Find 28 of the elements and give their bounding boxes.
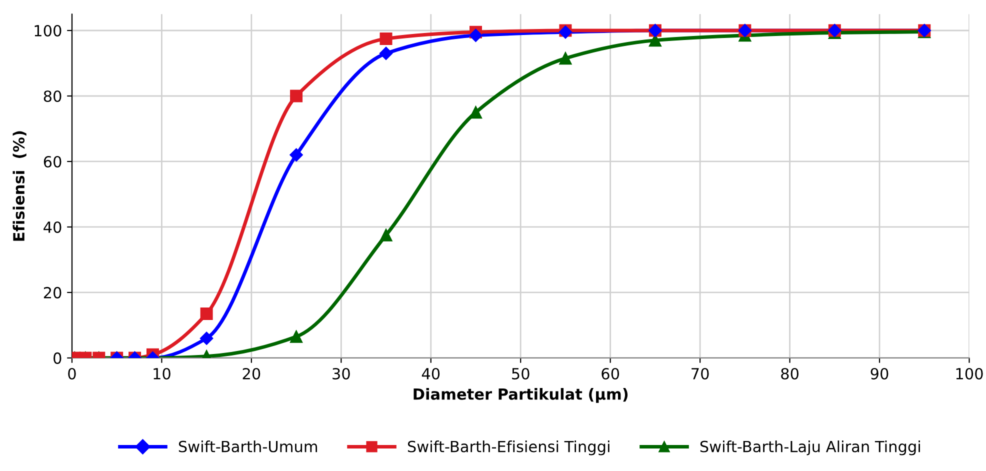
y-tick-label: 40 [44,221,62,233]
y-tick-label: 80 [44,90,62,102]
y-tick-label: 100 [34,24,62,37]
x-axis-title: Diameter Partikulat (μm) [414,388,628,403]
point [290,148,303,162]
y-tick-label: 20 [44,286,62,298]
x-tick-label: 30 [332,368,350,380]
x-tick-label: 100 [956,368,983,380]
point [380,32,392,45]
x-tick-label: 60 [602,368,620,380]
x-tick-label: 80 [781,368,798,380]
x-tick-label: 40 [422,368,440,380]
x-tick-label: 20 [242,368,260,380]
point [290,90,303,102]
x-tick-label: 0 [68,368,76,380]
point [469,28,482,42]
y-axis-title: Efisiensi (%) [12,131,26,241]
x-tick-label: 70 [692,368,709,380]
legend-label: Swift-Barth-Efisiensi Tinggi [408,440,610,456]
x-tick-label: 50 [512,368,530,380]
legend-label: Swift-Barth-Umum [178,440,318,452]
y-tick-label: 0 [54,352,62,364]
point [379,46,393,60]
legend-label: Swift-Barth-Laju Aliran Tinggi [700,440,920,456]
x-tick-label: 90 [870,368,888,380]
point [559,52,572,65]
y-tick-label: 60 [44,156,62,168]
x-tick-label: 10 [154,368,170,380]
